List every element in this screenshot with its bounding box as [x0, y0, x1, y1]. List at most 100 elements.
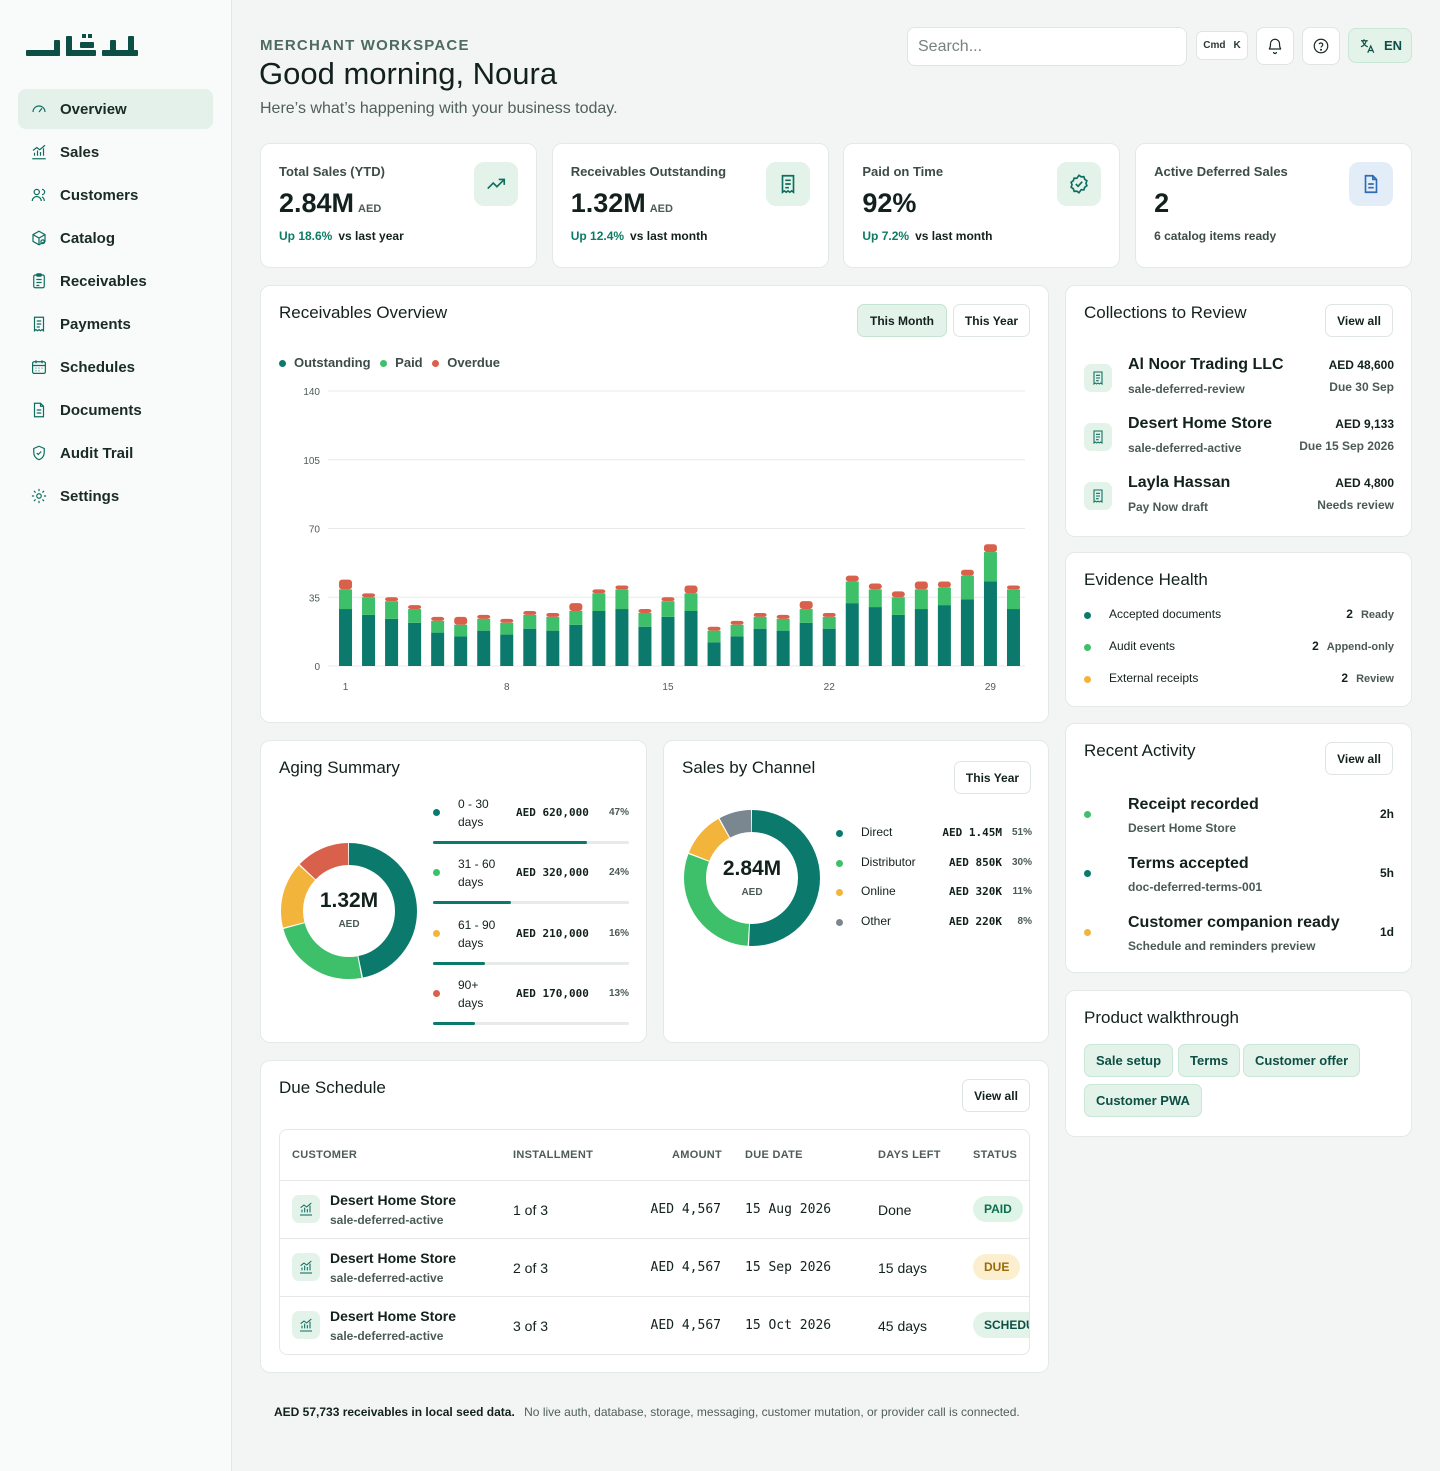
table-row[interactable]: Desert Home Store sale-deferred-active 2 o… — [280, 1238, 1029, 1296]
activity-item[interactable]: Terms accepted doc-deferred-terms-001 5h — [1084, 855, 1394, 903]
activity-item[interactable]: Receipt recorded Desert Home Store 2h — [1084, 796, 1394, 844]
donut-slice-61-90[interactable] — [281, 843, 417, 979]
bar-overdue[interactable] — [546, 612, 560, 617]
bar-outstanding[interactable] — [523, 628, 537, 666]
bar-outstanding[interactable] — [339, 609, 353, 666]
bar-overdue[interactable] — [684, 585, 698, 594]
bar-paid[interactable] — [431, 620, 445, 633]
bar-outstanding[interactable] — [983, 581, 997, 666]
bar-paid[interactable] — [638, 612, 652, 627]
bar-overdue[interactable] — [339, 579, 353, 590]
donut-slice-0-30[interactable] — [281, 843, 417, 979]
collection-item[interactable]: Desert Home Store sale-deferred-active AED… — [1084, 415, 1394, 463]
bar-paid[interactable] — [592, 593, 606, 611]
bar-overdue[interactable] — [914, 581, 928, 590]
bar-outstanding[interactable] — [914, 609, 928, 666]
bar-overdue[interactable] — [776, 614, 790, 619]
tab-this-month[interactable]: This Month — [857, 304, 947, 337]
bar-overdue[interactable] — [638, 609, 652, 613]
chip-customer-pwa[interactable]: Customer PWA — [1084, 1084, 1202, 1117]
bar-paid[interactable] — [707, 630, 721, 643]
bar-outstanding[interactable] — [362, 614, 376, 666]
bar-overdue[interactable] — [983, 544, 997, 553]
donut-slice-31-60[interactable] — [281, 843, 417, 979]
bar-outstanding[interactable] — [799, 622, 813, 666]
bar-overdue[interactable] — [960, 569, 974, 576]
bar-paid[interactable] — [500, 622, 514, 635]
bar-overdue[interactable] — [477, 614, 491, 619]
donut-slice-direct[interactable] — [684, 810, 820, 946]
bar-outstanding[interactable] — [477, 630, 491, 666]
collection-item[interactable]: Al Noor Trading LLC sale-deferred-review A… — [1084, 356, 1394, 404]
sidebar-item-catalog[interactable]: Catalog — [18, 218, 213, 258]
bar-outstanding[interactable] — [684, 611, 698, 666]
bar-paid[interactable] — [960, 575, 974, 600]
bar-paid[interactable] — [569, 611, 583, 625]
bar-paid[interactable] — [753, 616, 767, 629]
bar-overdue[interactable] — [569, 603, 583, 611]
activity-item[interactable]: Customer companion ready Schedule and rem… — [1084, 914, 1394, 962]
donut-slice-distributor[interactable] — [684, 810, 820, 946]
bar-paid[interactable] — [891, 597, 905, 615]
bar-paid[interactable] — [339, 589, 353, 610]
bar-outstanding[interactable] — [822, 628, 836, 666]
sidebar-item-settings[interactable]: Settings — [18, 476, 213, 516]
bar-overdue[interactable] — [431, 616, 445, 621]
tab-this-year[interactable]: This Year — [953, 304, 1030, 337]
bar-overdue[interactable] — [500, 618, 514, 623]
bar-overdue[interactable] — [615, 585, 629, 590]
sidebar-item-overview[interactable]: Overview — [18, 89, 213, 129]
bar-overdue[interactable] — [661, 597, 675, 602]
command-shortcut[interactable]: Cmd K — [1196, 31, 1248, 60]
bar-paid[interactable] — [546, 616, 560, 631]
bar-paid[interactable] — [362, 597, 376, 615]
sidebar-item-schedules[interactable]: Schedules — [18, 347, 213, 387]
bar-overdue[interactable] — [523, 611, 537, 615]
chip-customer-offer[interactable]: Customer offer — [1243, 1044, 1361, 1077]
channel-period-button[interactable]: This Year — [954, 761, 1031, 794]
bar-outstanding[interactable] — [454, 636, 468, 666]
bar-overdue[interactable] — [891, 591, 905, 598]
bar-paid[interactable] — [615, 589, 629, 610]
notifications-button[interactable] — [1256, 27, 1294, 65]
activity-view-all-button[interactable]: View all — [1325, 742, 1393, 775]
bar-overdue[interactable] — [845, 575, 859, 582]
bar-outstanding[interactable] — [615, 609, 629, 666]
sidebar-item-sales[interactable]: Sales — [18, 132, 213, 172]
bar-outstanding[interactable] — [1006, 609, 1020, 666]
bar-outstanding[interactable] — [730, 636, 744, 666]
bar-paid[interactable] — [799, 609, 813, 623]
bar-outstanding[interactable] — [661, 616, 675, 666]
bar-paid[interactable] — [983, 552, 997, 582]
bar-overdue[interactable] — [362, 593, 376, 598]
bar-overdue[interactable] — [454, 616, 468, 625]
bar-paid[interactable] — [408, 609, 422, 623]
bar-overdue[interactable] — [592, 589, 606, 594]
bar-outstanding[interactable] — [431, 632, 445, 666]
bar-outstanding[interactable] — [776, 630, 790, 666]
bar-paid[interactable] — [454, 624, 468, 637]
sidebar-item-receivables[interactable]: Receivables — [18, 261, 213, 301]
bar-paid[interactable] — [914, 589, 928, 610]
bar-outstanding[interactable] — [592, 611, 606, 666]
bar-paid[interactable] — [730, 624, 744, 637]
bar-paid[interactable] — [661, 601, 675, 617]
bar-paid[interactable] — [477, 618, 491, 631]
bar-outstanding[interactable] — [546, 630, 560, 666]
bar-overdue[interactable] — [1006, 585, 1020, 590]
bar-overdue[interactable] — [753, 612, 767, 617]
bar-paid[interactable] — [523, 614, 537, 629]
bar-outstanding[interactable] — [868, 607, 882, 666]
sidebar-item-audit-trail[interactable]: Audit Trail — [18, 433, 213, 473]
chip-sale-setup[interactable]: Sale setup — [1084, 1044, 1174, 1077]
due-schedule-view-all-button[interactable]: View all — [962, 1079, 1030, 1112]
help-button[interactable] — [1302, 27, 1340, 65]
sidebar-item-payments[interactable]: Payments — [18, 304, 213, 344]
bar-paid[interactable] — [937, 587, 951, 606]
bar-outstanding[interactable] — [937, 605, 951, 666]
bar-outstanding[interactable] — [753, 628, 767, 666]
bar-overdue[interactable] — [408, 605, 422, 610]
collections-view-all-button[interactable]: View all — [1325, 304, 1393, 337]
bar-paid[interactable] — [385, 601, 399, 619]
bar-outstanding[interactable] — [891, 614, 905, 666]
